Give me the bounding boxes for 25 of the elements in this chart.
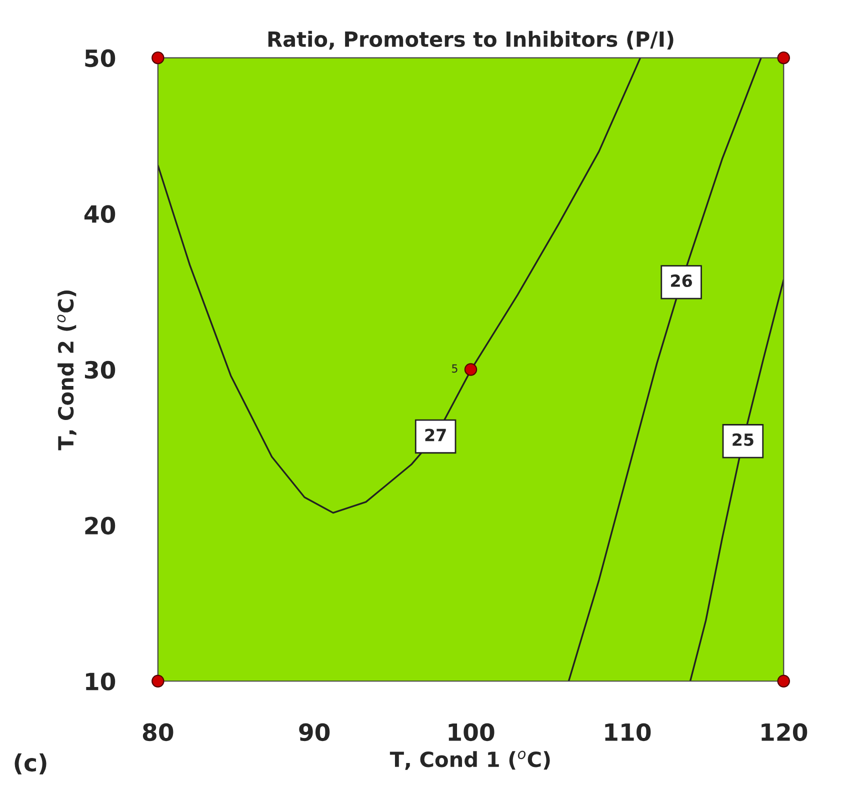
point: [777, 674, 790, 688]
point: [152, 51, 164, 64]
point: [152, 674, 164, 688]
y-tick-label: 30: [84, 360, 116, 379]
y-axis-title: T, Cond 2 ($^{o}$C): [57, 290, 76, 450]
x-axis-title: T, Cond 1 ($^{o}$C): [390, 750, 550, 770]
point: [464, 363, 478, 376]
line-series: [158, 58, 642, 514]
x-tick-label: 80: [142, 723, 174, 742]
series-label: 25: [732, 433, 754, 446]
x-tick-label: 110: [605, 723, 651, 742]
series-label: 27: [425, 428, 446, 442]
line-series: [568, 58, 762, 682]
annotation: 5: [452, 364, 458, 373]
x-tick-label: 90: [299, 723, 330, 742]
x-tick-label: 100: [448, 723, 494, 742]
x-tick-label: 120: [762, 723, 808, 742]
y-tick-label: 20: [85, 516, 116, 535]
text: (c): [14, 753, 46, 774]
series-label: 26: [671, 274, 692, 288]
point: [777, 51, 790, 64]
y-tick-label: 40: [84, 205, 116, 223]
y-tick-label: 10: [86, 672, 116, 690]
y-tick-label: 50: [85, 49, 116, 68]
chart-title: Ratio, Promoters to Inhibitors (P/I): [268, 30, 674, 50]
